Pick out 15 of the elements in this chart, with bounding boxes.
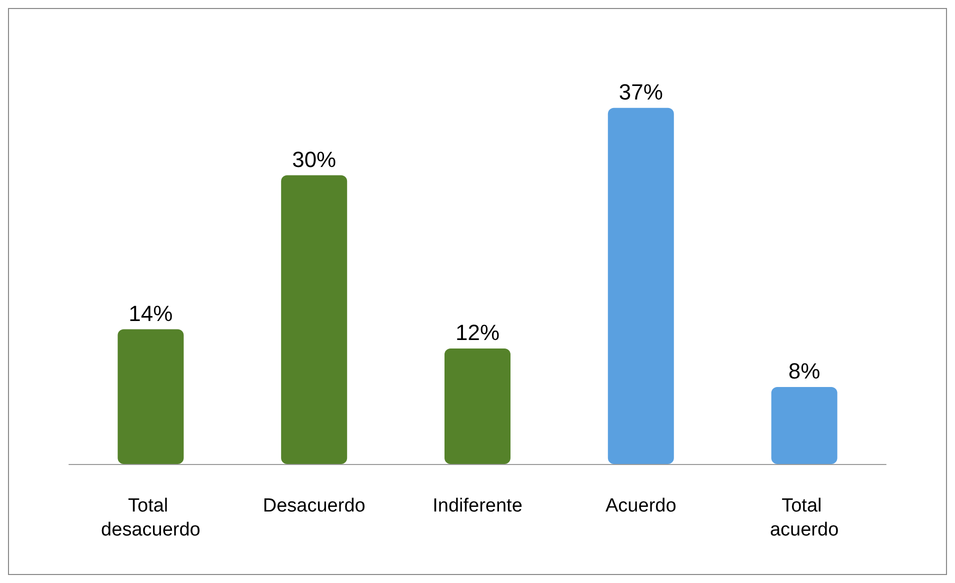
- bar: [281, 175, 348, 464]
- x-tick-label: Indiferente: [432, 496, 522, 516]
- bar: [118, 329, 184, 464]
- bar: [444, 348, 510, 464]
- bar: [608, 108, 674, 464]
- data-label: 8%: [788, 358, 820, 384]
- data-label: 37%: [618, 79, 663, 104]
- bar: [771, 387, 838, 464]
- x-tick-label: Total desacuerdo: [101, 496, 200, 540]
- data-label: 12%: [455, 320, 500, 345]
- x-tick-label: Acuerdo: [606, 496, 676, 516]
- x-tick-label: Total acuerdo: [770, 496, 839, 540]
- x-tick-label: Desacuerdo: [262, 496, 366, 516]
- data-label: 14%: [128, 300, 173, 326]
- data-label: 30%: [292, 146, 336, 172]
